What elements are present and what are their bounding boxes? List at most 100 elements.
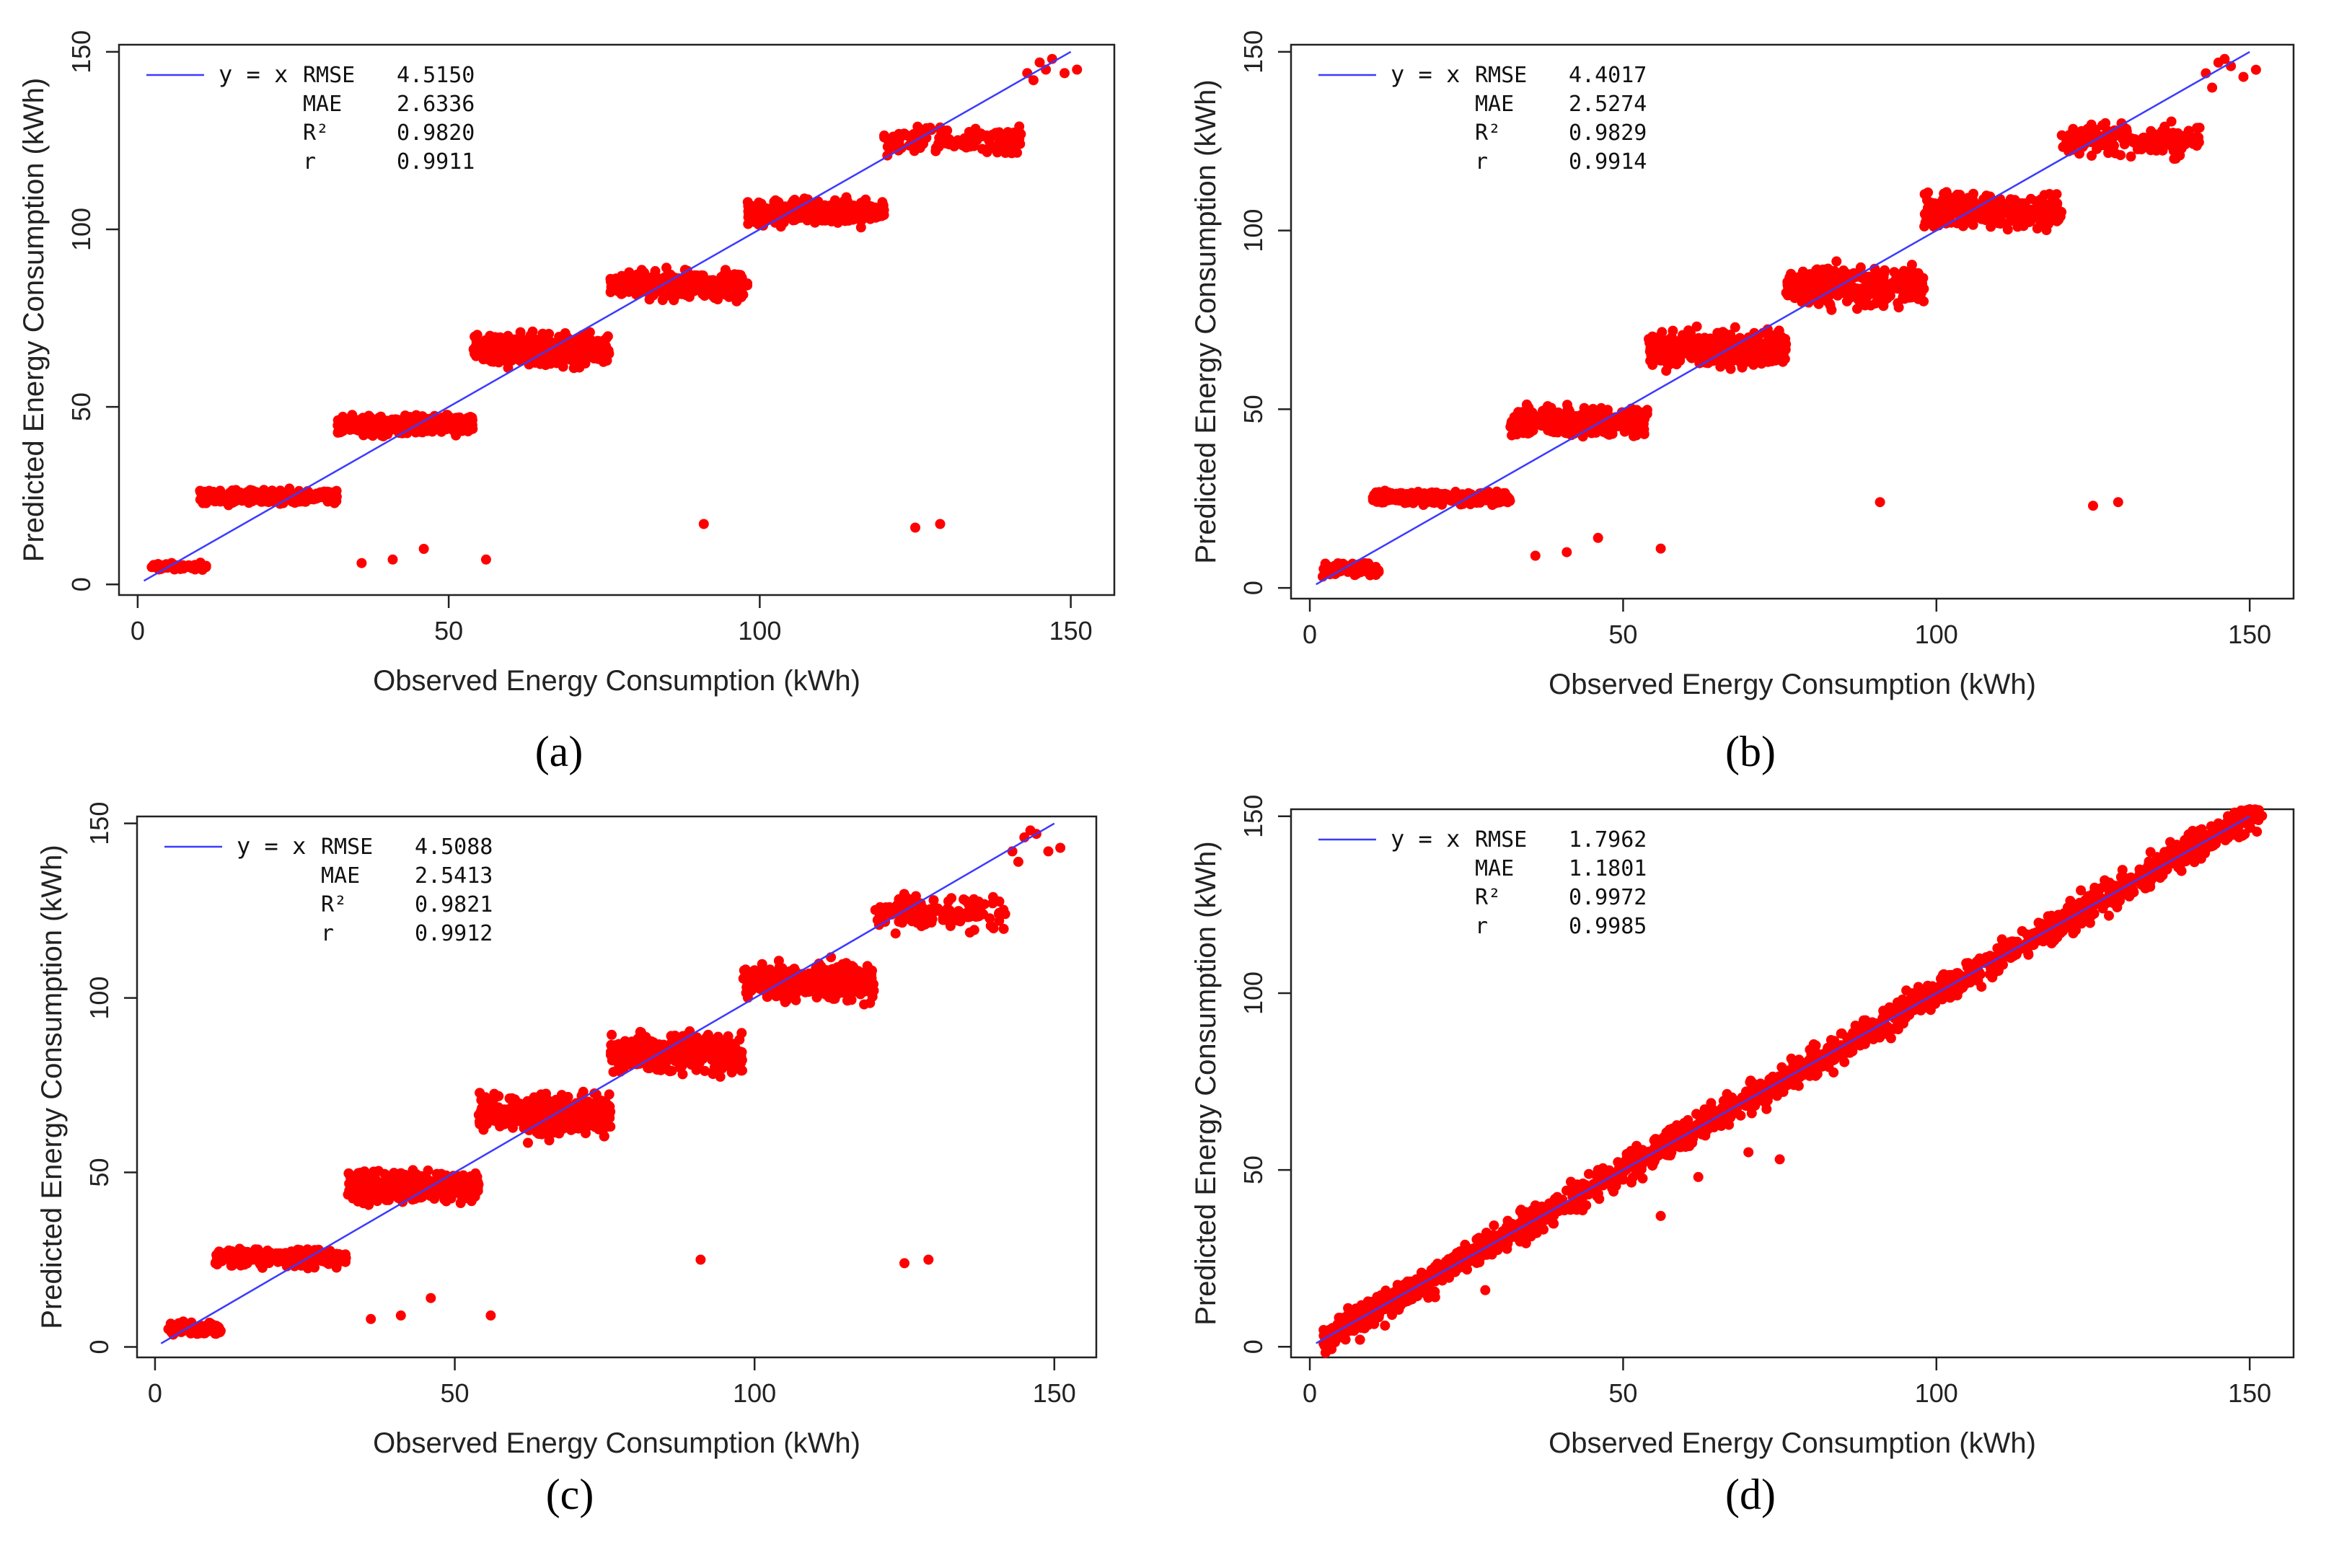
data-point: [640, 1031, 651, 1042]
data-point: [208, 1319, 219, 1330]
data-point: [1762, 324, 1773, 335]
data-point: [964, 139, 974, 150]
y-tick-label: 150: [84, 802, 114, 845]
data-point: [596, 344, 607, 354]
x-axis-label: Observed Energy Consumption (kWh): [373, 665, 860, 697]
x-tick-label: 150: [1049, 616, 1093, 646]
data-point: [1523, 402, 1534, 413]
data-point: [1955, 201, 1966, 211]
data-point: [187, 563, 198, 573]
data-point: [1034, 57, 1045, 68]
data-point: [536, 1104, 547, 1115]
data-point: [468, 1184, 479, 1194]
data-point: [2113, 497, 2123, 508]
data-point: [972, 135, 982, 146]
data-point: [1903, 266, 1913, 277]
data-point: [1344, 565, 1355, 576]
data-point: [630, 273, 640, 283]
data-point: [1852, 304, 1862, 314]
data-point: [489, 334, 500, 345]
metric-value: 0.9829: [1569, 120, 1647, 146]
data-point: [1860, 281, 1871, 291]
data-point: [1704, 341, 1715, 352]
data-point: [320, 1252, 330, 1262]
data-point: [1334, 563, 1345, 573]
data-point: [356, 558, 367, 568]
x-axis-label: Observed Energy Consumption (kWh): [1549, 669, 2036, 700]
data-point: [499, 1119, 510, 1129]
data-point: [1911, 281, 1922, 291]
data-point: [1715, 361, 1726, 372]
data-point: [1762, 355, 1773, 366]
data-point: [2053, 213, 2063, 224]
data-point: [762, 205, 772, 216]
data-point: [542, 347, 553, 358]
data-point: [1913, 294, 1924, 304]
data-point: [715, 283, 726, 294]
data-point: [1390, 490, 1401, 501]
data-point: [2039, 219, 2050, 229]
x-tick-label: 100: [733, 1378, 776, 1408]
data-point: [1921, 212, 1931, 223]
data-point: [516, 341, 527, 352]
data-point: [387, 414, 397, 425]
data-point: [470, 1192, 480, 1202]
data-point: [717, 1063, 728, 1074]
data-point: [666, 1031, 677, 1041]
data-point: [1657, 327, 1668, 338]
data-point: [770, 195, 781, 206]
data-point: [583, 1121, 594, 1132]
data-points: [1317, 53, 2261, 582]
data-point: [457, 1189, 467, 1199]
data-point: [1639, 410, 1650, 421]
data-point: [2185, 132, 2196, 143]
data-point: [1005, 135, 1016, 146]
data-point: [706, 1042, 717, 1053]
data-point: [2177, 131, 2188, 141]
data-point: [353, 1192, 364, 1202]
data-point: [308, 494, 319, 505]
data-point: [779, 205, 790, 216]
data-point: [490, 1107, 500, 1118]
data-point: [299, 1250, 309, 1260]
data-point: [1523, 428, 1533, 439]
data-point: [2004, 209, 2014, 220]
data-point: [208, 492, 219, 503]
data-point: [753, 219, 764, 230]
metric-name: R²: [303, 120, 329, 146]
data-point: [2157, 143, 2167, 154]
reference-line-y-equals-x: [143, 50, 1072, 582]
data-point: [805, 209, 815, 220]
data-point: [493, 357, 504, 368]
data-point: [448, 1171, 459, 1181]
data-point: [697, 289, 708, 299]
data-point: [1561, 547, 1572, 558]
data-point: [1691, 321, 1702, 332]
data-point: [941, 128, 951, 138]
data-point: [1683, 338, 1693, 348]
plot-frame: [118, 43, 1116, 596]
data-point: [2102, 125, 2113, 136]
data-point: [658, 1043, 669, 1054]
data-point: [827, 201, 838, 211]
data-point: [644, 294, 655, 305]
data-point: [2136, 136, 2147, 146]
data-point: [1631, 405, 1642, 415]
data-point: [1677, 347, 1688, 358]
data-point: [451, 428, 462, 439]
data-point: [888, 131, 899, 142]
data-point: [2146, 125, 2157, 136]
x-tick-label: 0: [148, 1378, 162, 1408]
metric-value: 0.9820: [397, 120, 475, 146]
data-point: [660, 275, 671, 286]
data-point: [570, 343, 581, 353]
data-point: [742, 278, 753, 289]
data-point: [1665, 349, 1676, 360]
x-axis-label: Observed Energy Consumption (kWh): [373, 1427, 860, 1459]
data-point: [1655, 543, 1666, 554]
data-point: [527, 1116, 537, 1127]
data-point: [516, 1109, 527, 1120]
data-point: [353, 415, 364, 426]
x-tick-label: 100: [738, 616, 781, 646]
